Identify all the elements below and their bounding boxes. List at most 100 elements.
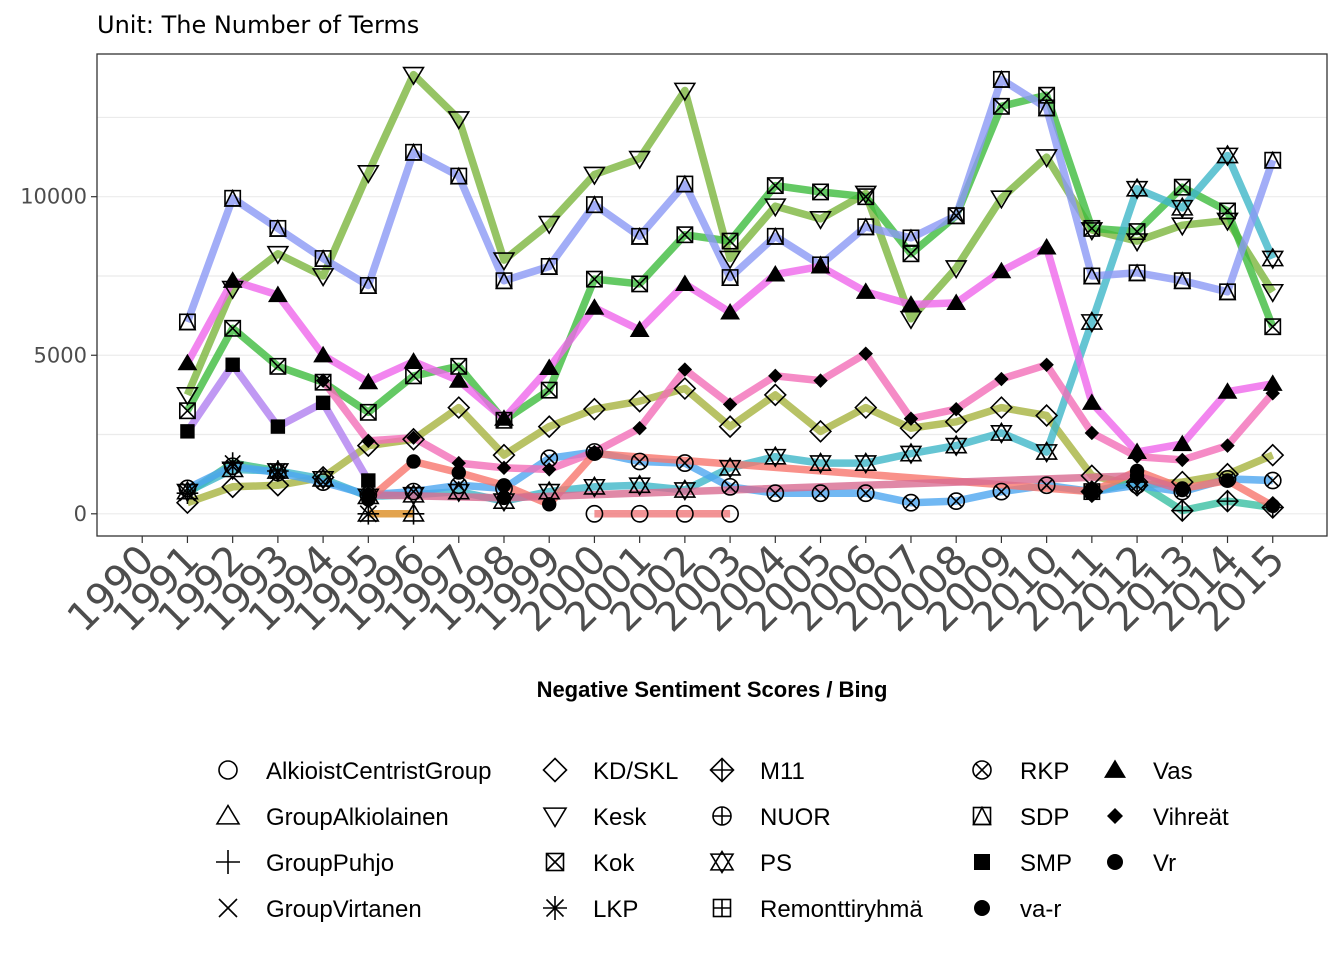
legend-key-kd-skl [542, 757, 568, 783]
point-vas [448, 371, 469, 388]
point-vihre-t [1265, 386, 1280, 401]
point-kok [540, 381, 558, 399]
point-vas [1172, 434, 1193, 452]
legend-key-remonttiryhm [712, 898, 732, 918]
point-rkp [630, 452, 649, 471]
point-vas [267, 285, 288, 303]
point-kd-skl [447, 396, 471, 420]
x-axis: 1990199119921993199419951996199719981999… [59, 536, 1294, 641]
point-kok [1083, 219, 1101, 237]
point-kd-skl [1261, 443, 1285, 467]
point-kd-skl [718, 415, 742, 439]
point-vihre-t [1220, 438, 1235, 453]
point-ps [809, 452, 832, 475]
point-sdp [359, 276, 378, 294]
point-kd-skl [266, 473, 290, 497]
point-m11 [1170, 499, 1194, 523]
point-rkp [223, 457, 242, 476]
point-rkp [721, 477, 739, 496]
point-smp [270, 419, 286, 434]
point-kesk [944, 260, 968, 280]
point-kok [269, 357, 287, 375]
point-vihre-t [768, 368, 783, 384]
legend-key-m11 [709, 757, 735, 783]
point-vas [358, 372, 379, 390]
point-vas [494, 409, 514, 426]
y-tick-label: 5000 [34, 343, 87, 367]
point-alkioistcentristgroup [630, 504, 649, 523]
point-vr [1265, 498, 1280, 514]
legend-item-kd-skl: KD/SKL [542, 757, 678, 785]
point-ps [1216, 144, 1239, 167]
chart-subtitle: Unit: The Number of Terms [97, 11, 419, 39]
point-kesk [537, 215, 561, 235]
legend-item-rkp: RKP [972, 758, 1069, 785]
point-kok [1264, 318, 1282, 336]
series-line-vihre-t [320, 349, 1276, 474]
series-line-kesk [183, 70, 1276, 397]
point-ps [763, 445, 787, 468]
point-kesk [854, 185, 878, 205]
legend-item-va-r: va-r [974, 896, 1061, 923]
legend-label: SDP [1020, 804, 1069, 831]
series-line-sdp [183, 75, 1277, 324]
legend-item-kok: Kok [545, 850, 635, 877]
series-line-va-r [368, 472, 1184, 502]
point-kd-skl [673, 377, 697, 401]
point-kd-skl [356, 434, 380, 458]
point-rkp [992, 482, 1011, 501]
point-sdp [1173, 271, 1192, 290]
point-kd-skl [763, 383, 787, 407]
point-alkioistcentristgroup [675, 504, 694, 523]
point-kok [812, 183, 829, 201]
point-ps [628, 474, 651, 497]
point-rkp [1263, 471, 1282, 490]
legend-label: PS [760, 850, 792, 877]
point-vas [765, 264, 786, 282]
point-vas [855, 282, 876, 299]
point-vas [177, 353, 198, 371]
point-vas [1262, 374, 1283, 391]
legend-key-ps [709, 849, 735, 875]
point-kok [224, 319, 242, 337]
point-ps [1170, 196, 1194, 219]
point-m11 [1216, 489, 1239, 513]
point-kok [405, 367, 422, 385]
point-ps [673, 479, 697, 502]
point-ps [1080, 310, 1104, 333]
point-sdp [223, 188, 242, 207]
point-sdp [585, 195, 604, 214]
point-kok [450, 357, 468, 375]
point-rkp [675, 454, 694, 472]
point-kesk [583, 166, 606, 186]
point-kesk [1080, 222, 1104, 242]
y-axis: 0 5000 10000 [20, 185, 97, 526]
legend-item-smp: SMP [974, 850, 1072, 877]
point-rkp [268, 463, 287, 482]
point-vas [674, 274, 695, 291]
point-sdp [495, 271, 513, 290]
point-smp [361, 473, 376, 488]
legend-key-lkp [543, 896, 567, 920]
point-ps [944, 434, 968, 457]
legend-key-groupalkiolainen [215, 803, 241, 825]
legend-key-groupvirtanen [218, 898, 238, 918]
point-rkp [178, 479, 197, 498]
legend-key-kok [545, 852, 565, 872]
point-vihre-t [496, 460, 512, 476]
legend-key-kesk [542, 807, 568, 829]
point-kesk [990, 190, 1013, 210]
point-kesk [1035, 149, 1058, 169]
point-kesk [899, 310, 923, 330]
legend-item-vihre-t: Vihreät [1107, 804, 1229, 831]
point-kesk [809, 211, 832, 230]
point-kok [721, 232, 739, 250]
point-ps [583, 475, 606, 498]
point-vihre-t [722, 397, 738, 412]
point-vihre-t [858, 346, 873, 361]
legend-label: SMP [1020, 850, 1072, 877]
point-vas [901, 295, 921, 312]
legend-item-nuor: NUOR [712, 804, 831, 831]
point-kesk [357, 165, 380, 184]
point-vihre-t [406, 430, 421, 445]
